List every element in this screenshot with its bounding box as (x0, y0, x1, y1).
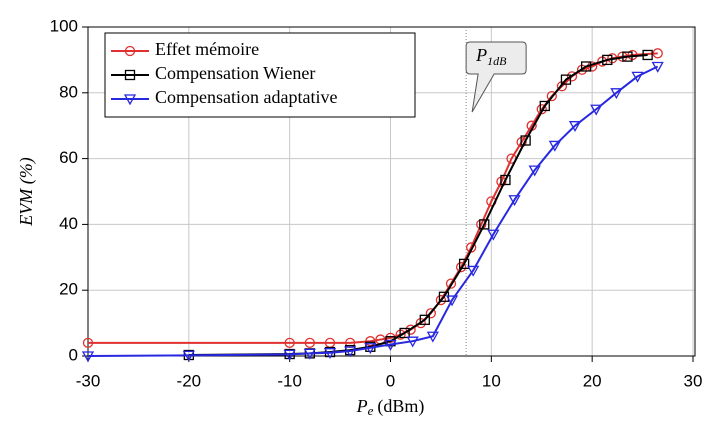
marker (467, 265, 480, 277)
legend-label: Effet mémoire (155, 39, 259, 59)
x-tick-label: 30 (684, 371, 703, 390)
marker (365, 336, 376, 347)
marker (528, 165, 541, 177)
marker (642, 49, 653, 61)
y-tick-label: 80 (59, 82, 78, 101)
marker (548, 140, 561, 152)
x-tick-label: 0 (386, 371, 395, 390)
marker (631, 71, 644, 83)
series-line (87, 65, 659, 357)
marker (458, 258, 470, 270)
x-tick-label: -20 (177, 371, 202, 390)
x-label-unit: (dBm) (377, 396, 424, 417)
marker (560, 74, 572, 85)
marker (283, 349, 296, 361)
series-line (88, 52, 658, 344)
marker (566, 71, 578, 82)
marker (384, 339, 397, 351)
marker (445, 295, 459, 307)
annotation-main: P (475, 45, 487, 65)
marker (508, 195, 521, 207)
y-tick-label: 20 (59, 280, 78, 299)
marker (487, 229, 500, 241)
marker (610, 88, 623, 100)
x-label-sub: e (368, 403, 374, 418)
marker (546, 90, 557, 102)
marker (500, 174, 511, 186)
marker (580, 61, 592, 72)
marker (536, 104, 547, 115)
marker (651, 61, 664, 73)
marker (419, 314, 430, 325)
marker (435, 294, 447, 306)
marker (406, 336, 419, 348)
plot-frame (87, 26, 696, 357)
marker (455, 262, 467, 273)
marker (344, 346, 357, 358)
marker (124, 45, 136, 57)
marker (479, 219, 490, 230)
marker (303, 348, 316, 360)
marker (425, 308, 436, 319)
marker (438, 291, 450, 302)
marker (622, 51, 633, 62)
annotation-callout (465, 41, 527, 113)
legend-label: Compensation Wiener (155, 63, 315, 83)
y-axis-label: EVM (%) (16, 157, 37, 226)
annotation-sub: 1dB (487, 54, 507, 68)
marker (364, 343, 377, 355)
annotation-text: P1dB (475, 45, 507, 68)
marker (304, 337, 315, 348)
legend-label: Compensation adaptative (155, 87, 337, 107)
marker (82, 337, 94, 348)
marker (568, 121, 582, 133)
marker (445, 278, 457, 289)
marker (124, 69, 136, 81)
legend-box (104, 32, 416, 118)
marker (539, 100, 550, 112)
marker (520, 135, 531, 146)
marker (426, 331, 439, 343)
marker (590, 104, 603, 116)
marker (182, 350, 195, 362)
marker (323, 348, 337, 360)
marker (602, 54, 613, 66)
x-tick-label: 20 (583, 371, 602, 390)
marker (399, 327, 410, 339)
y-tick-label: 100 (50, 16, 78, 35)
marker (652, 48, 663, 59)
x-tick-label: 10 (482, 371, 501, 390)
x-label-main: P (356, 396, 368, 416)
marker (81, 351, 95, 363)
marker (405, 324, 416, 335)
x-tick-label: -10 (277, 371, 302, 390)
y-tick-label: 60 (59, 148, 78, 167)
x-axis-label: Pe (dBm) (356, 396, 425, 418)
marker (284, 337, 295, 348)
y-tick-label: 40 (59, 214, 78, 233)
y-tick-label: 0 (69, 345, 78, 364)
x-tick-label: -30 (76, 371, 101, 390)
marker (123, 94, 137, 106)
